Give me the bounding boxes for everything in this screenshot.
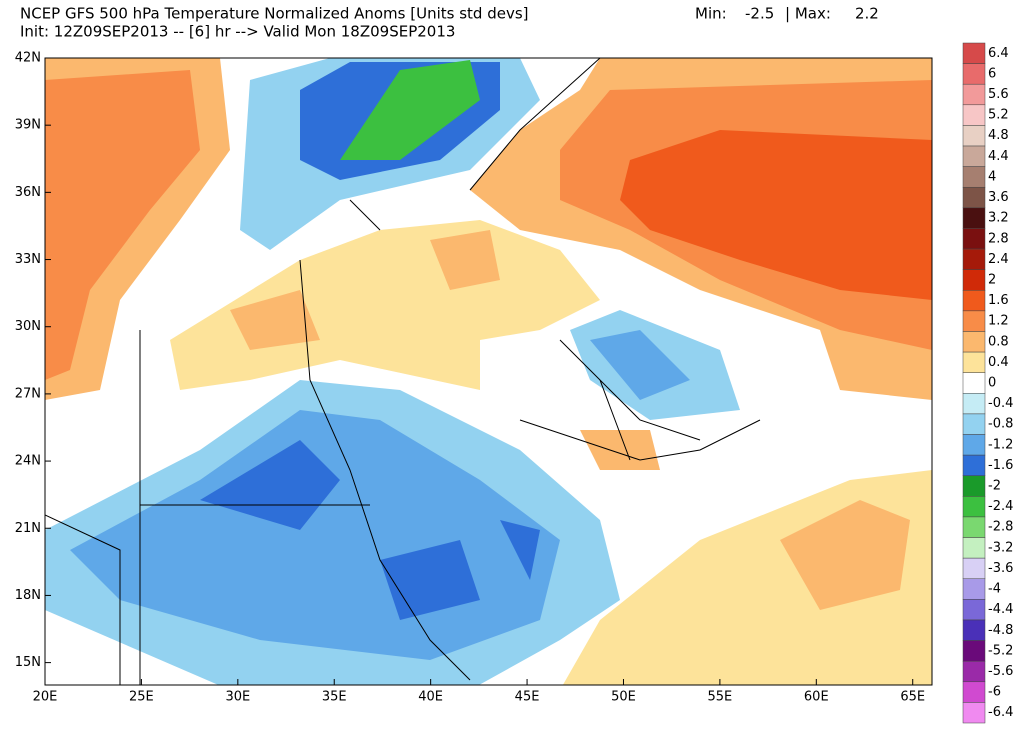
colorbar-swatch: [962, 660, 986, 683]
colorbar-label: -5.2: [988, 643, 1013, 658]
colorbar-swatch: [962, 290, 986, 312]
colorbar-label: 5.2: [988, 108, 1009, 123]
colorbar-swatch: [962, 331, 986, 353]
colorbar-label: -2.4: [988, 499, 1013, 514]
colorbar-label: 6: [988, 66, 996, 81]
min-value: -2.5: [745, 5, 774, 23]
y-tick-label: 33N: [15, 252, 41, 267]
colorbar-swatch: [962, 372, 986, 394]
x-tick-label: 65E: [900, 690, 925, 705]
colorbar-label: 0: [988, 376, 996, 391]
colorbar-label: -1.6: [988, 458, 1013, 473]
colorbar-label: -3.2: [988, 540, 1013, 555]
colorbar-label: 2: [988, 272, 996, 287]
colorbar-label: -6.4: [988, 705, 1013, 720]
colorbar-swatch: [962, 63, 986, 85]
colorbar-swatch: [962, 166, 986, 188]
y-tick-label: 42N: [15, 51, 41, 66]
colorbar-label: -4: [988, 582, 1001, 597]
map-frame: [44, 57, 933, 686]
x-tick-label: 55E: [708, 690, 733, 705]
x-tick-label: 60E: [804, 690, 829, 705]
colorbar-label: 2.4: [988, 252, 1009, 267]
colorbar-swatch: [962, 104, 986, 126]
map-field: [45, 58, 932, 685]
colorbar-swatch: [962, 599, 986, 621]
colorbar-swatch: [962, 207, 986, 229]
colorbar-swatch: [962, 228, 986, 250]
colorbar-label: -0.8: [988, 417, 1013, 432]
colorbar-swatch: [962, 516, 986, 538]
y-tick-label: 39N: [15, 118, 41, 133]
colorbar-swatch: [962, 125, 986, 147]
colorbar-swatch: [962, 537, 986, 559]
colorbar-swatch: [962, 83, 986, 106]
y-tick-label: 30N: [15, 319, 41, 334]
x-tick-label: 40E: [418, 690, 443, 705]
colorbar-swatch: [962, 434, 986, 456]
colorbar-swatch: [962, 557, 986, 580]
x-tick-label: 25E: [129, 690, 154, 705]
max-label: | Max:: [785, 5, 831, 23]
colorbar-label: -4.4: [988, 602, 1013, 617]
subtitle: Init: 12Z09SEP2013 -- [6] hr --> Valid M…: [20, 23, 455, 41]
colorbar-swatch: [962, 186, 986, 209]
colorbar-swatch: [962, 145, 986, 167]
y-tick-label: 24N: [15, 454, 41, 469]
colorbar-label: 4.4: [988, 149, 1009, 164]
x-tick-label: 20E: [33, 690, 58, 705]
colorbar-swatch: [962, 702, 986, 724]
colorbar-label: 1.6: [988, 293, 1009, 308]
colorbar-label: 3.6: [988, 190, 1009, 205]
min-label: Min:: [695, 5, 727, 23]
colorbar-label: -4.8: [988, 623, 1013, 638]
colorbar-label: -6: [988, 685, 1001, 700]
colorbar-label: 3.2: [988, 211, 1009, 226]
x-tick-label: 35E: [322, 690, 347, 705]
colorbar-swatch: [962, 42, 986, 64]
colorbar-label: 6.4: [988, 46, 1009, 61]
colorbar-swatch: [962, 619, 986, 641]
x-tick-label: 30E: [225, 690, 250, 705]
colorbar-swatch: [962, 248, 986, 270]
colorbar-label: -3.6: [988, 561, 1013, 576]
y-tick-label: 21N: [15, 521, 41, 536]
y-tick-label: 15N: [15, 655, 41, 670]
y-tick-label: 36N: [15, 185, 41, 200]
colorbar-swatch: [962, 578, 986, 600]
colorbar-label: -0.4: [988, 396, 1013, 411]
colorbar-label: -5.6: [988, 664, 1013, 679]
colorbar-label: -1.2: [988, 437, 1013, 452]
colorbar-swatch: [962, 393, 986, 415]
y-tick-label: 18N: [15, 588, 41, 603]
colorbar-swatch: [962, 310, 986, 332]
colorbar-swatch: [962, 640, 986, 662]
colorbar-label: 2.8: [988, 231, 1009, 246]
colorbar-label: 0.4: [988, 355, 1009, 370]
colorbar-swatch: [962, 351, 986, 373]
colorbar-swatch: [962, 681, 986, 703]
colorbar-swatch: [962, 496, 986, 518]
colorbar-swatch: [962, 413, 986, 435]
colorbar-swatch: [962, 269, 986, 291]
colorbar-label: 4.8: [988, 128, 1009, 143]
max-value: 2.2: [855, 5, 879, 23]
colorbar-label: 4: [988, 169, 996, 184]
colorbar-label: 5.6: [988, 87, 1009, 102]
y-tick-label: 27N: [15, 386, 41, 401]
x-tick-label: 45E: [515, 690, 540, 705]
colorbar-label: 0.8: [988, 334, 1009, 349]
colorbar-label: -2: [988, 479, 1001, 494]
colorbar-label: -2.8: [988, 520, 1013, 535]
x-tick-label: 50E: [611, 690, 636, 705]
title: NCEP GFS 500 hPa Temperature Normalized …: [20, 5, 529, 23]
colorbar-swatch: [962, 475, 986, 497]
colorbar-label: 1.2: [988, 314, 1009, 329]
colorbar-swatch: [962, 454, 986, 476]
